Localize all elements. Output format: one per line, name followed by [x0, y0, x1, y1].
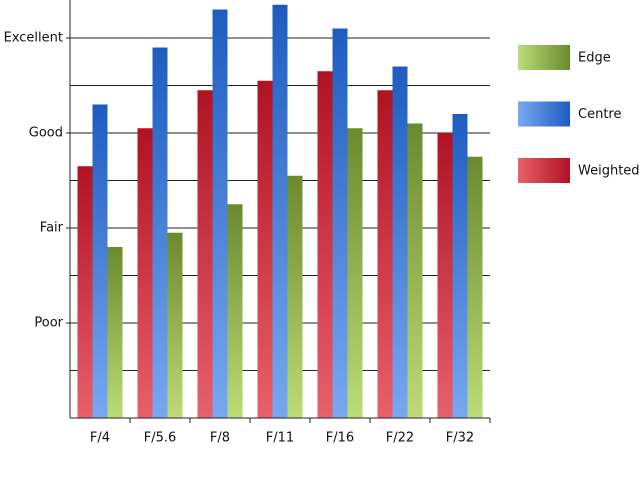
bar	[152, 47, 168, 418]
legend-label: Edge	[578, 51, 611, 66]
bar	[212, 9, 228, 418]
bar	[332, 28, 348, 418]
bar	[167, 232, 183, 418]
bar	[407, 123, 423, 418]
bar	[257, 80, 273, 418]
legend-swatch	[518, 158, 570, 183]
bar	[392, 66, 408, 418]
bar	[272, 4, 288, 418]
bar	[197, 90, 213, 418]
bar	[347, 128, 363, 418]
bar	[317, 71, 333, 418]
y-tick-label: Good	[29, 126, 63, 141]
bar	[287, 175, 303, 418]
x-tick-label: F/4	[90, 431, 110, 446]
bar	[107, 247, 123, 418]
x-tick-label: F/5.6	[144, 431, 177, 446]
y-tick-label: Poor	[34, 316, 63, 331]
legend-swatch	[518, 101, 570, 127]
x-tick-label: F/11	[266, 431, 294, 446]
bar	[467, 156, 483, 418]
x-tick-label: F/16	[326, 431, 354, 446]
x-tick-label: F/32	[446, 431, 474, 446]
y-tick-label: Excellent	[4, 31, 63, 46]
y-tick-label: Fair	[40, 221, 64, 236]
bar	[227, 204, 243, 418]
bar	[377, 90, 393, 418]
bar	[137, 128, 153, 418]
legend-swatch	[518, 45, 570, 70]
bar	[452, 114, 468, 418]
legend-label: Weighted	[578, 164, 640, 179]
bar	[92, 104, 108, 418]
bar	[77, 166, 93, 418]
bar	[437, 133, 453, 418]
x-tick-label: F/22	[386, 431, 414, 446]
x-tick-label: F/8	[210, 431, 230, 446]
legend-label: Centre	[578, 107, 621, 122]
